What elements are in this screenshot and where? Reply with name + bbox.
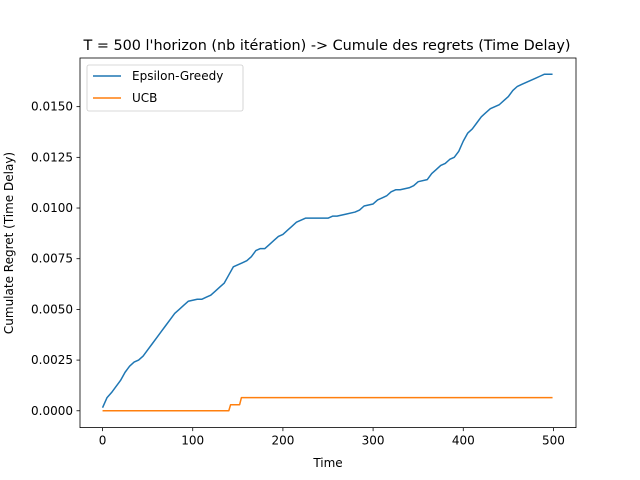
legend: Epsilon-Greedy UCB	[86, 64, 244, 112]
series-line-epsilon-greedy	[101, 73, 553, 409]
chart-title: T = 500 l'horizon (nb itération) -> Cumu…	[83, 38, 571, 54]
legend-box	[86, 64, 244, 112]
legend-label-epsilon-greedy: Epsilon-Greedy	[132, 69, 223, 83]
x-axis: 0 100 200 300 400 500	[99, 427, 565, 448]
x-tick-label: 0	[99, 434, 107, 448]
x-tick-label: 400	[452, 434, 475, 448]
y-tick-label: 0.0000	[31, 404, 73, 418]
y-tick-label: 0.0100	[31, 201, 73, 215]
y-tick-label: 0.0050	[31, 302, 73, 316]
x-tick-label: 300	[362, 434, 385, 448]
plot-series	[101, 73, 553, 412]
y-tick-label: 0.0025	[31, 353, 73, 367]
plot-frame	[79, 57, 577, 429]
x-axis-label: Time	[312, 456, 342, 470]
series-line-ucb	[102, 396, 553, 412]
legend-label-ucb: UCB	[132, 91, 157, 105]
y-axis-label: Cumulate Regret (Time Delay)	[2, 152, 16, 334]
x-tick-label: 100	[181, 434, 204, 448]
x-tick-label: 500	[542, 434, 565, 448]
y-tick-label: 0.0075	[31, 252, 73, 266]
y-tick-label: 0.0125	[31, 150, 73, 164]
y-tick-label: 0.0150	[31, 100, 73, 114]
y-axis: 0.0000 0.0025 0.0050 0.0075 0.0100 0.0125 0.01…	[31, 100, 80, 418]
x-tick-label: 200	[271, 434, 294, 448]
